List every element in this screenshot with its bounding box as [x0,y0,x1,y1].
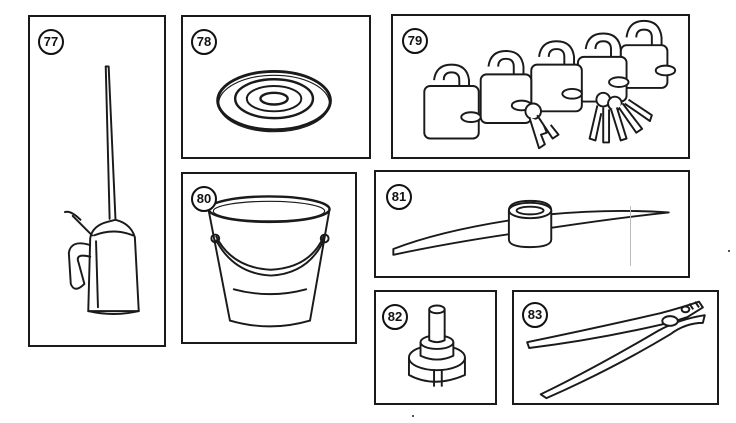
padlocks-with-keys-icon [423,19,677,150]
scan-speck [630,206,631,266]
panel-item-80: 80 [181,172,357,344]
item-number-81: 81 [386,184,412,210]
item-number-83: 83 [522,302,548,328]
pickaxe-head-icon [392,199,670,256]
panel-item-83: 83 [512,290,719,405]
scan-speck [728,250,730,252]
oil-can-icon [63,65,140,315]
stepped-shaft-adapter-icon [407,304,466,387]
panel-item-81: 81 [374,170,690,278]
item-number-77: 77 [38,29,64,55]
slip-joint-pliers-icon [526,300,706,400]
panel-item-78: 78 [181,15,371,159]
panel-item-82: 82 [374,290,497,405]
item-number-79: 79 [402,28,428,54]
item-number-78: 78 [191,29,217,55]
scan-speck [412,415,414,417]
item-number-82: 82 [382,304,408,330]
panel-item-77: 77 [28,15,166,347]
item-number-80: 80 [191,186,217,212]
bucket-icon [207,195,331,328]
panel-item-79: 79 [391,14,690,159]
gasket-rings-icon [216,69,332,133]
